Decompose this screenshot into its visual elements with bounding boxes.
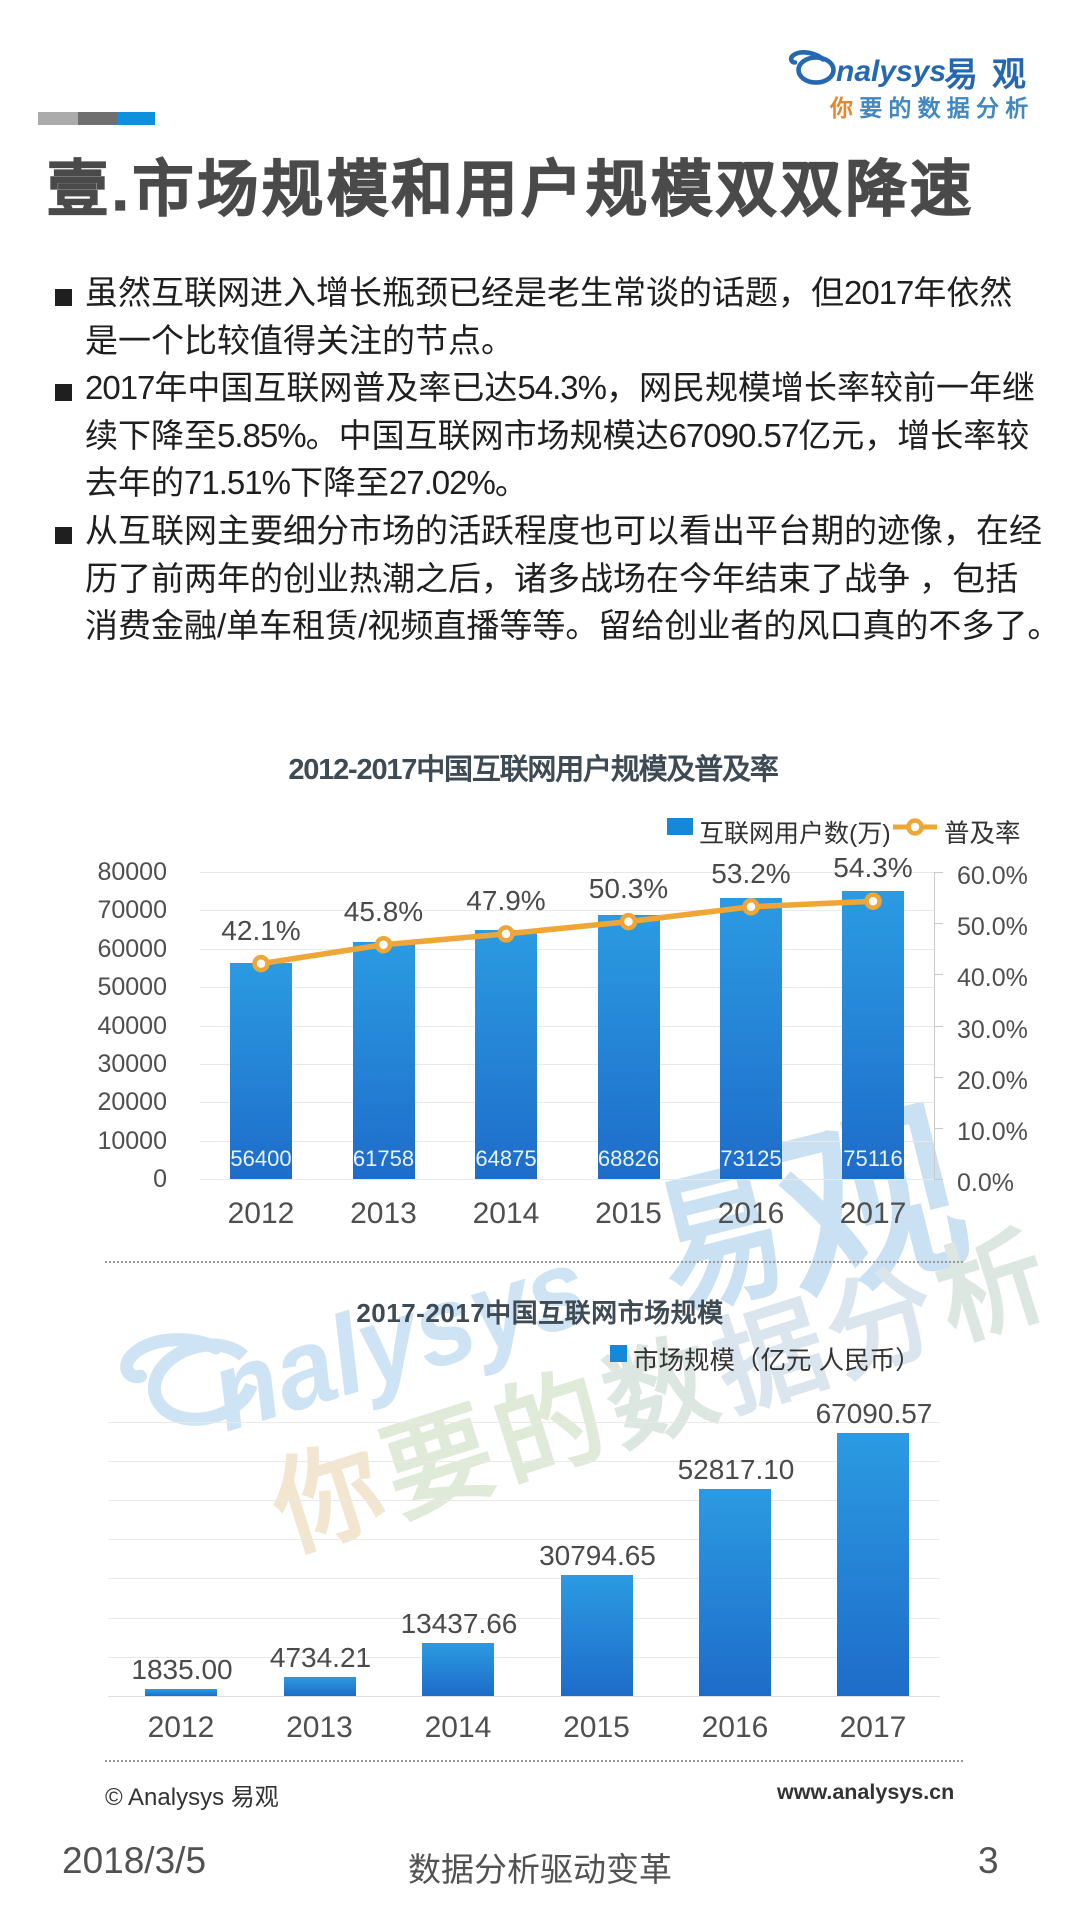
svg-text:nalysys: nalysys	[836, 55, 946, 88]
svg-text:你要的数据分析: 你要的数据分析	[829, 95, 1034, 121]
svg-text:易观: 易观	[944, 56, 1040, 94]
